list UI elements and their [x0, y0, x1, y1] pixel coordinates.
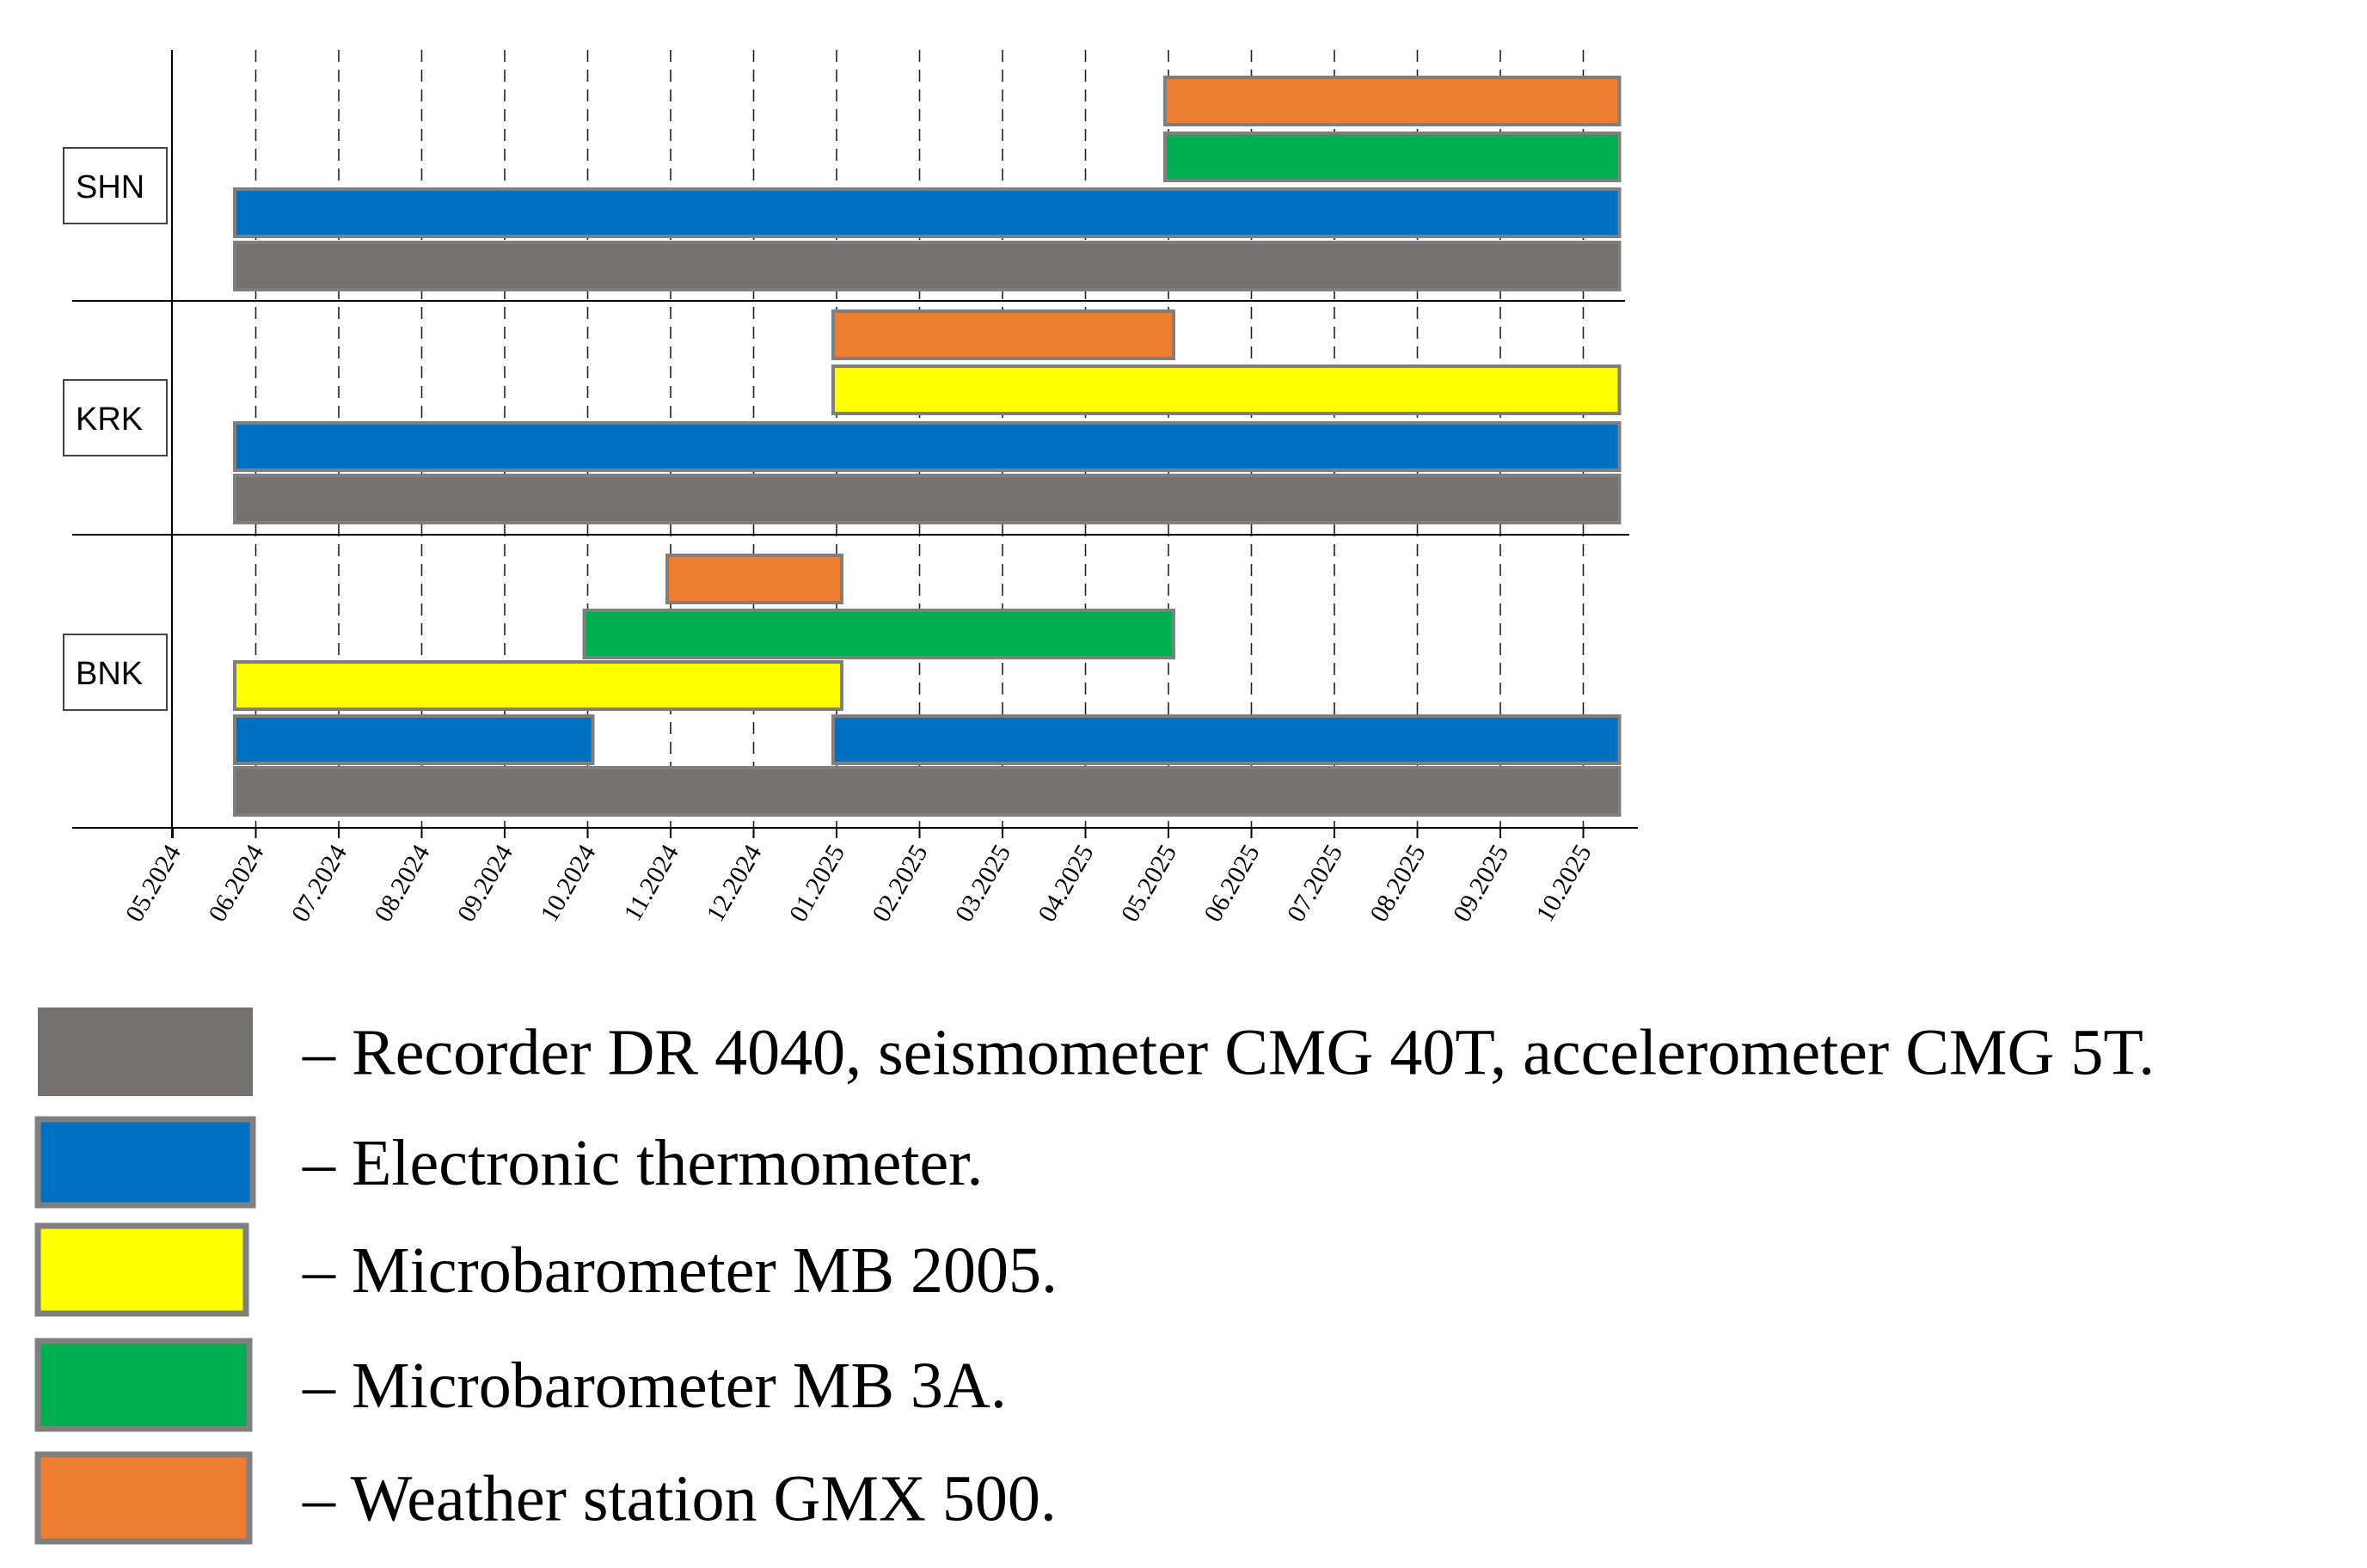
timeline-bar — [831, 364, 1622, 415]
legend-label: – Electronic thermometer. — [302, 1127, 983, 1199]
legend-swatch — [34, 1116, 256, 1209]
x-tick-label: 05.2025 — [1116, 840, 1182, 927]
x-tick-label: 03.2025 — [950, 840, 1016, 927]
legend-swatch — [34, 1338, 253, 1432]
timeline-bar — [233, 660, 843, 711]
station-label: BNK — [76, 656, 143, 692]
legend-label: – Microbarometer MB 3A. — [302, 1350, 1007, 1422]
station-label-box — [63, 634, 168, 711]
legend-label: – Microbarometer MB 2005. — [302, 1234, 1058, 1307]
legend-label: – Recorder DR 4040, seismometer CMG 40T,… — [302, 1017, 2155, 1089]
timeline-bar — [831, 714, 1622, 765]
x-tick-label: 08.2024 — [369, 840, 435, 927]
x-tick-label: 09.2025 — [1448, 840, 1514, 927]
timeline-bar — [1163, 132, 1622, 182]
timeline-bar — [665, 554, 843, 604]
x-tick-label: 08.2025 — [1364, 840, 1431, 927]
legend-swatch — [34, 1451, 253, 1545]
timeline-bar — [1163, 76, 1622, 126]
x-tick-label: 05.2024 — [120, 840, 187, 927]
station-label: SHN — [76, 169, 144, 205]
station-labels: SHN KRK BNK — [63, 147, 168, 711]
timeline-bar — [831, 309, 1175, 360]
timeline-bar — [233, 241, 1622, 291]
timeline-bar — [582, 609, 1175, 659]
timeline-bar — [233, 187, 1622, 238]
x-tick-label: 02.2025 — [867, 840, 933, 927]
legend-swatch — [38, 1008, 253, 1096]
x-tick-label: 10.2024 — [535, 840, 601, 927]
bars-layer — [233, 76, 1622, 817]
x-tick-labels: 05.2024 06.2024 07.2024 08.2024 09.2024 10.20… — [120, 840, 1597, 927]
x-tick-label: 11.2024 — [618, 840, 684, 926]
x-tick-label: 07.2024 — [286, 840, 353, 927]
legend-label: – Weather station GMX 500. — [302, 1463, 1057, 1535]
axis-layer — [72, 50, 1638, 838]
x-tick-label: 07.2025 — [1282, 840, 1348, 927]
x-tick-label: 12.2024 — [701, 840, 767, 927]
x-tick-label: 06.2025 — [1199, 840, 1265, 927]
timeline-bar — [233, 766, 1622, 817]
station-label: KRK — [76, 401, 143, 438]
legend-swatch — [34, 1222, 249, 1317]
timeline-bar — [233, 714, 595, 765]
legend: – Recorder DR 4040, seismometer CMG 40T,… — [34, 1008, 2155, 1545]
x-tick-label: 06.2024 — [203, 840, 269, 927]
station-label-box — [63, 147, 168, 224]
x-tick-label: 01.2025 — [784, 840, 850, 927]
timeline-bar — [233, 421, 1622, 472]
x-tick-label: 04.2025 — [1033, 840, 1099, 927]
station-label-box — [63, 379, 168, 456]
x-tick-label: 09.2024 — [452, 840, 518, 927]
x-tick-label: 10.2025 — [1530, 840, 1597, 927]
timeline-bar — [233, 474, 1622, 524]
